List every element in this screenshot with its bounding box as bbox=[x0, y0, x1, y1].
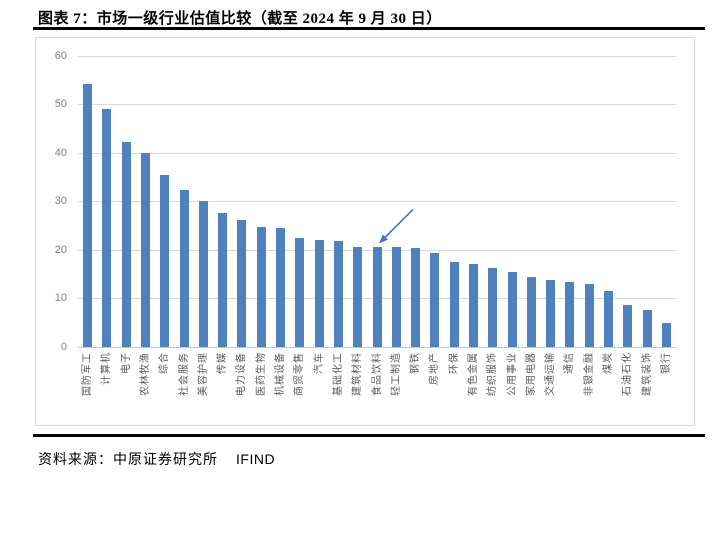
page-title: 图表 7：市场一级行业估值比较（截至 2024 年 9 月 30 日） bbox=[38, 11, 442, 27]
x-axis-category-label: 食品饮料 bbox=[372, 352, 383, 396]
bar bbox=[257, 227, 266, 347]
bar bbox=[392, 247, 401, 347]
bar bbox=[373, 247, 382, 347]
bar bbox=[276, 228, 285, 347]
gridline bbox=[78, 201, 676, 202]
x-axis-category-label: 银行 bbox=[661, 352, 672, 374]
source-label: 资料来源：中原证券研究所 bbox=[38, 453, 218, 468]
x-axis-category-label: 非银金融 bbox=[584, 352, 595, 396]
bar bbox=[623, 305, 632, 347]
bar bbox=[237, 220, 246, 347]
bar bbox=[334, 241, 343, 347]
bar bbox=[199, 201, 208, 347]
x-axis-line bbox=[78, 347, 676, 348]
bar bbox=[122, 142, 131, 347]
bar bbox=[141, 153, 150, 347]
x-axis-category-label: 煤炭 bbox=[603, 352, 614, 374]
bar bbox=[469, 264, 478, 347]
bar bbox=[662, 323, 671, 347]
x-axis-category-label: 汽车 bbox=[314, 352, 325, 374]
x-axis-category-label: 商贸零售 bbox=[294, 352, 305, 396]
y-axis-tick-label: 50 bbox=[54, 98, 67, 110]
x-axis-category-label: 有色金属 bbox=[468, 352, 479, 396]
gridline bbox=[78, 56, 676, 57]
bar bbox=[565, 282, 574, 347]
gridline bbox=[78, 104, 676, 105]
x-axis-category-label: 房地产 bbox=[429, 352, 440, 385]
x-axis-category-label: 环保 bbox=[449, 352, 460, 374]
bar bbox=[488, 268, 497, 347]
x-axis-category-label: 家用电器 bbox=[526, 352, 537, 396]
x-axis-category-label: 机械设备 bbox=[275, 352, 286, 396]
bar bbox=[353, 247, 362, 347]
bar bbox=[643, 310, 652, 347]
source-provider: IFIND bbox=[236, 451, 276, 467]
bar bbox=[160, 175, 169, 347]
bar bbox=[295, 238, 304, 347]
y-axis-tick-label: 20 bbox=[54, 244, 67, 256]
x-axis-category-label: 建筑装饰 bbox=[642, 352, 653, 396]
bar bbox=[527, 277, 536, 347]
bar bbox=[102, 109, 111, 347]
y-axis-tick-label: 40 bbox=[54, 147, 67, 159]
bar bbox=[411, 248, 420, 347]
annotation-arrow-icon bbox=[379, 208, 414, 244]
bar bbox=[430, 253, 439, 347]
bar bbox=[180, 190, 189, 347]
bar bbox=[218, 213, 227, 347]
bar bbox=[83, 84, 92, 347]
bar bbox=[604, 291, 613, 347]
plot-area: 0 10 20 30 40 50 60 国防军工 计算机 电子 农林牧渔 综合 社会服务 美容护理 传媒 电力… bbox=[36, 38, 694, 425]
title-divider bbox=[33, 27, 705, 30]
bar bbox=[315, 240, 324, 347]
bar-chart: 0 10 20 30 40 50 60 国防军工 计算机 电子 农林牧渔 综合 社会服务 美容护理 传媒 电力… bbox=[35, 37, 695, 426]
x-axis-category-label: 轻工制造 bbox=[391, 352, 402, 396]
y-axis-tick-label: 30 bbox=[54, 195, 67, 207]
x-axis-category-label: 钢铁 bbox=[410, 352, 421, 374]
bar bbox=[546, 280, 555, 347]
y-axis-tick-label: 60 bbox=[54, 50, 67, 62]
bar bbox=[585, 284, 594, 347]
gridline bbox=[78, 153, 676, 154]
x-axis-category-label: 公用事业 bbox=[507, 352, 518, 396]
bar bbox=[508, 272, 517, 347]
x-axis-category-label: 建筑材料 bbox=[352, 352, 363, 396]
x-axis-category-label: 通信 bbox=[564, 352, 575, 374]
x-axis-category-label: 交通运输 bbox=[545, 352, 556, 396]
x-axis-category-label: 石油石化 bbox=[622, 352, 633, 396]
x-axis-category-label: 纺织服饰 bbox=[487, 352, 498, 396]
y-axis-tick-label: 0 bbox=[60, 341, 67, 353]
source-note: 资料来源：中原证券研究所 IFIND bbox=[38, 449, 275, 469]
x-axis-category-label: 基础化工 bbox=[333, 352, 344, 396]
bar bbox=[450, 262, 459, 347]
y-axis-tick-label: 10 bbox=[54, 292, 67, 304]
footer-divider bbox=[33, 434, 705, 437]
